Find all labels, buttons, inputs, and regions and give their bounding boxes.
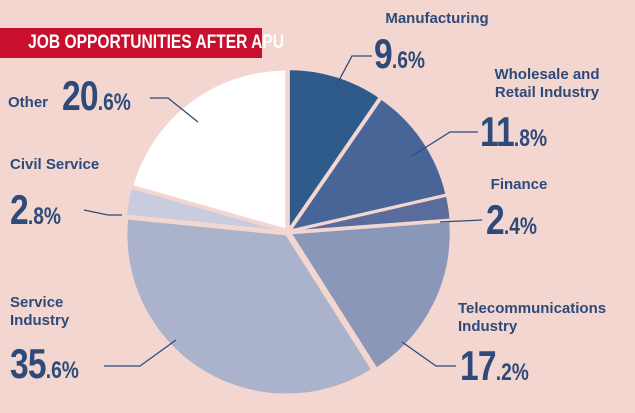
title-text: JOB OPPORTUNITIES AFTER APU [28, 32, 285, 53]
leader-line [150, 97, 199, 123]
pie-slice [290, 194, 452, 233]
pie-slice [125, 217, 374, 396]
value-label: 20.6% [62, 72, 131, 119]
category-label: Wholesale and Retail Industry [494, 66, 600, 101]
category-label: Other [8, 94, 49, 111]
leader-line [439, 219, 483, 223]
value-label: 11.8% [480, 108, 548, 155]
chart-title: JOB OPPORTUNITIES AFTER APU [0, 28, 284, 58]
pie-slice [124, 186, 286, 233]
pie-slice [287, 68, 382, 233]
leader-line [83, 209, 122, 216]
category-label: Civil Service [10, 156, 100, 173]
category-label: Telecommunications Industry [458, 300, 607, 335]
slices [124, 68, 452, 396]
value-label: 17.2% [460, 342, 529, 389]
category-label: Manufacturing [385, 10, 489, 27]
value-label: 35.6% [10, 340, 79, 387]
pie-slice [131, 68, 288, 231]
value-label: 2.8% [10, 186, 61, 233]
pie-slice [288, 97, 448, 232]
pie-slice [288, 220, 452, 370]
value-label: 2.4% [486, 196, 537, 243]
leader-line [411, 131, 478, 157]
leader-line [335, 55, 372, 87]
category-label: Service Industry [10, 294, 70, 329]
category-label: Finance [490, 176, 548, 193]
leader-line [104, 339, 177, 367]
leader-line [401, 341, 456, 367]
value-label: 9.6% [374, 30, 425, 77]
